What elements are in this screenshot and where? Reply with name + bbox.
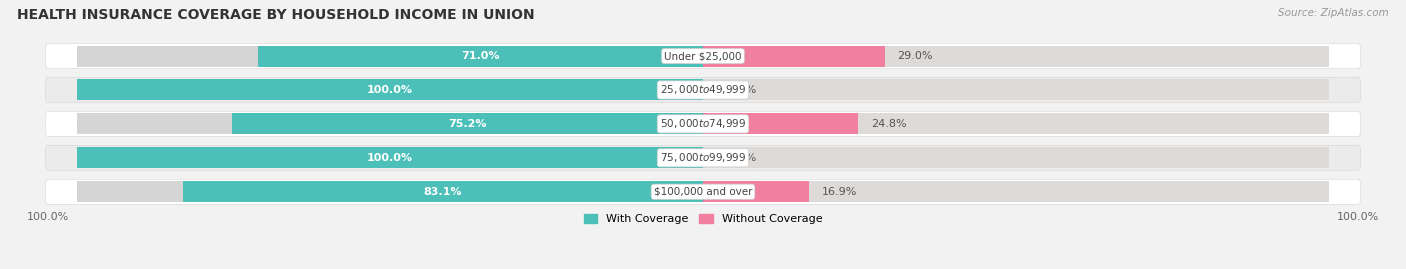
Bar bbox=[703, 113, 858, 134]
Bar bbox=[183, 181, 703, 202]
FancyBboxPatch shape bbox=[45, 179, 1361, 204]
Bar bbox=[232, 113, 703, 134]
Legend: With Coverage, Without Coverage: With Coverage, Without Coverage bbox=[583, 214, 823, 224]
Bar bbox=[77, 45, 703, 66]
Bar bbox=[77, 147, 703, 168]
Text: 16.9%: 16.9% bbox=[821, 187, 856, 197]
Bar bbox=[77, 79, 703, 101]
Text: $100,000 and over: $100,000 and over bbox=[654, 187, 752, 197]
Text: 83.1%: 83.1% bbox=[423, 187, 463, 197]
Text: 0.0%: 0.0% bbox=[728, 153, 756, 163]
Text: 0.0%: 0.0% bbox=[728, 85, 756, 95]
Text: 100.0%: 100.0% bbox=[367, 85, 413, 95]
FancyBboxPatch shape bbox=[45, 145, 1361, 170]
FancyBboxPatch shape bbox=[45, 111, 1361, 136]
Text: Under $25,000: Under $25,000 bbox=[664, 51, 742, 61]
Text: $25,000 to $49,999: $25,000 to $49,999 bbox=[659, 83, 747, 97]
Text: 71.0%: 71.0% bbox=[461, 51, 501, 61]
Text: $50,000 to $74,999: $50,000 to $74,999 bbox=[659, 117, 747, 130]
Text: 100.0%: 100.0% bbox=[1337, 212, 1379, 222]
Bar bbox=[703, 45, 1329, 66]
FancyBboxPatch shape bbox=[45, 44, 1361, 69]
Text: 100.0%: 100.0% bbox=[367, 153, 413, 163]
Bar bbox=[703, 113, 1329, 134]
Bar bbox=[77, 147, 703, 168]
Bar bbox=[703, 79, 1329, 101]
Bar bbox=[703, 45, 884, 66]
Text: 75.2%: 75.2% bbox=[449, 119, 486, 129]
Text: 24.8%: 24.8% bbox=[870, 119, 907, 129]
Bar bbox=[703, 181, 1329, 202]
Bar bbox=[77, 181, 703, 202]
Bar bbox=[77, 79, 703, 101]
Bar bbox=[259, 45, 703, 66]
Bar bbox=[703, 147, 1329, 168]
Text: 100.0%: 100.0% bbox=[27, 212, 69, 222]
FancyBboxPatch shape bbox=[45, 77, 1361, 102]
Text: HEALTH INSURANCE COVERAGE BY HOUSEHOLD INCOME IN UNION: HEALTH INSURANCE COVERAGE BY HOUSEHOLD I… bbox=[17, 8, 534, 22]
Bar bbox=[703, 181, 808, 202]
Text: $75,000 to $99,999: $75,000 to $99,999 bbox=[659, 151, 747, 164]
Text: Source: ZipAtlas.com: Source: ZipAtlas.com bbox=[1278, 8, 1389, 18]
Bar bbox=[77, 113, 703, 134]
Text: 29.0%: 29.0% bbox=[897, 51, 932, 61]
